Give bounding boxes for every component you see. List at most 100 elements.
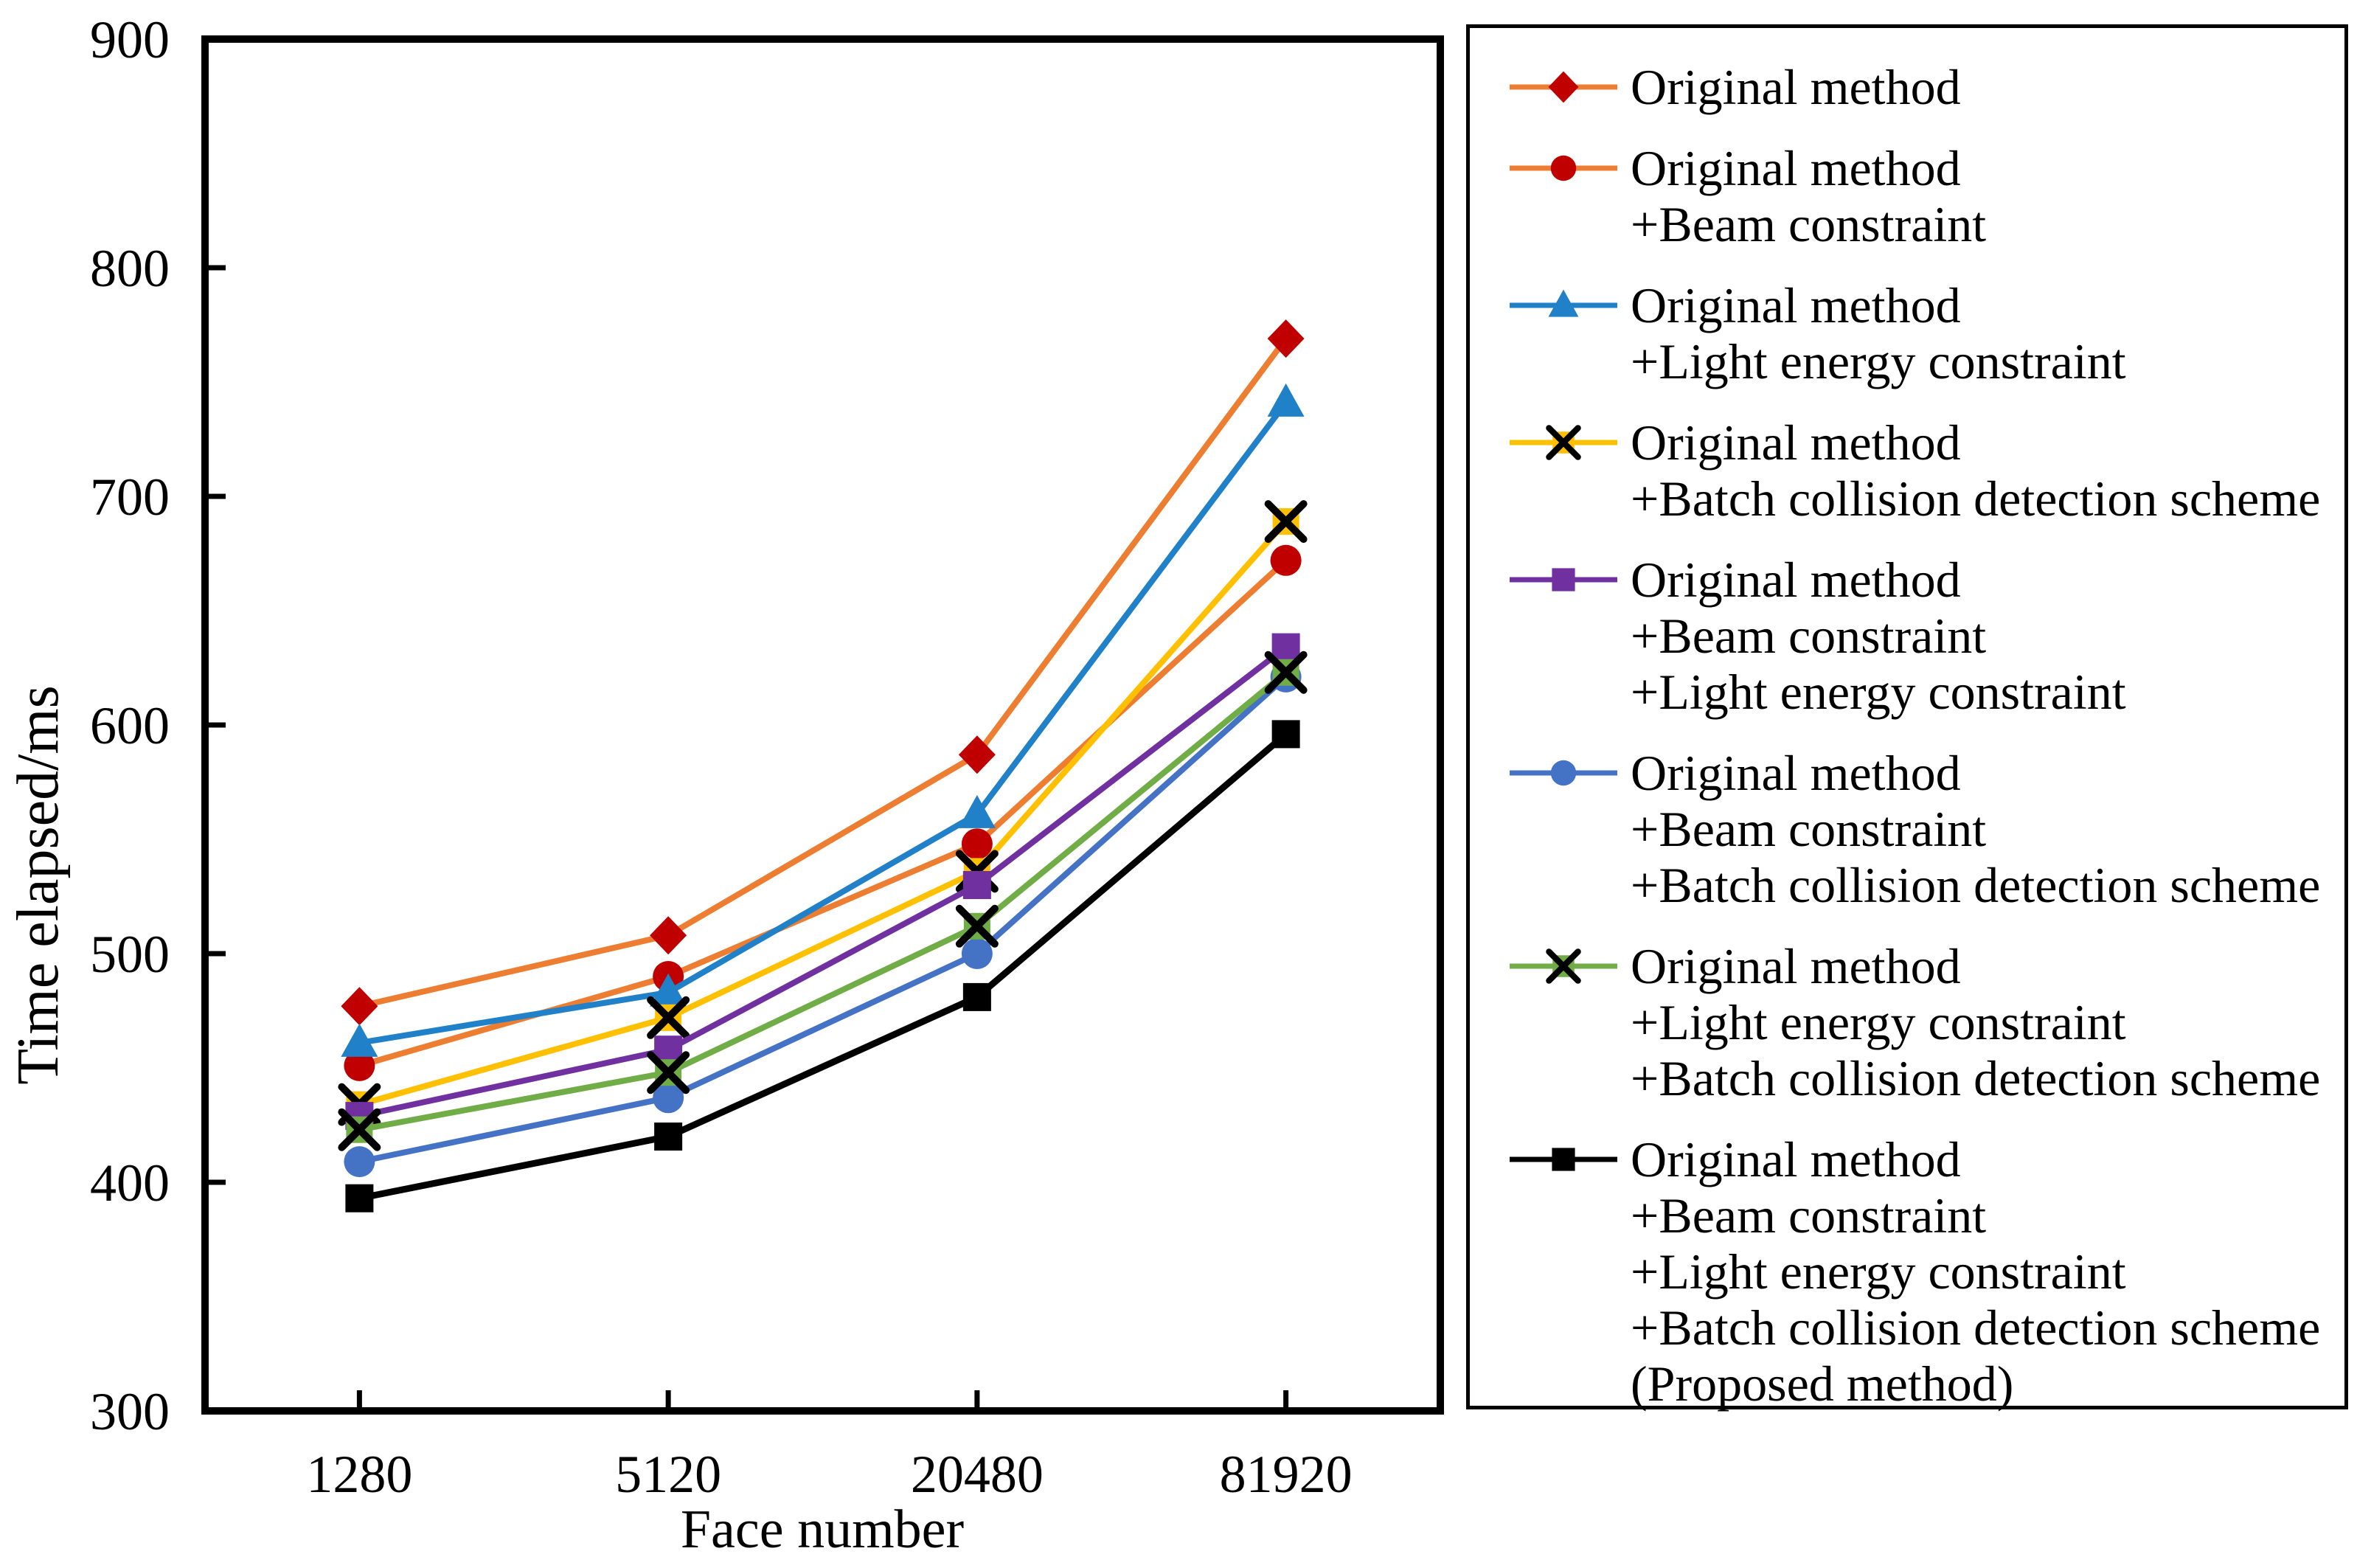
series-marker-diamond-icon: [341, 987, 378, 1026]
series-7: [345, 720, 1300, 1213]
legend-label-line: +Light energy constraint: [1631, 333, 2126, 389]
legend-swatch-icon: [1510, 71, 1617, 103]
legend-swatch-icon: [1510, 568, 1617, 592]
legend-item-1: Original method +Beam constraint: [1508, 140, 2337, 252]
series-marker-diamond-icon: [1267, 319, 1305, 358]
series-marker-circle-icon: [344, 1050, 375, 1081]
legend-label-line: Original method: [1631, 140, 1961, 196]
legend-label-line: +Batch collision detection scheme: [1631, 471, 2321, 527]
series-line: [356, 518, 1289, 1108]
legend-label-line: +Beam constraint: [1631, 1187, 1987, 1243]
y-tick-label: 300: [90, 1382, 170, 1441]
series-marker-circle-icon: [1550, 760, 1577, 786]
series-marker-diamond-icon: [1548, 71, 1579, 103]
legend-item-6: Original method +Light energy constraint +…: [1508, 938, 2337, 1106]
legend-item-3: Original method +Batch collision detectio…: [1508, 414, 2337, 527]
y-tick-label: 400: [90, 1154, 170, 1213]
legend-label-line: +Light energy constraint: [1631, 1243, 2126, 1300]
series-marker-square-icon: [345, 1184, 374, 1213]
series-marker-circle-icon: [344, 1146, 375, 1178]
series-line: [355, 730, 1290, 1202]
series-4: [345, 633, 1300, 1131]
legend-label-line: (Proposed method): [1631, 1356, 2014, 1412]
legend-item-label: Original method +Light energy constraint +…: [1631, 938, 2320, 1106]
series-0: [341, 319, 1305, 1026]
x-axis-tick-labels: 1280 5120 20480 81920: [306, 1445, 1352, 1504]
x-tick-label: 1280: [306, 1445, 412, 1504]
legend-swatch-icon: [1510, 289, 1617, 317]
series-6: [338, 651, 1308, 1151]
x-tick-label: 5120: [615, 1445, 721, 1504]
y-axis-tick-labels: 300 400 500 600 700 800 900: [90, 10, 170, 1441]
x-axis-ticks: [356, 1390, 1289, 1407]
legend-label-line: +Batch collision detection scheme: [1631, 857, 2321, 913]
legend-item-4: Original method +Beam constraint +Light en…: [1508, 552, 2337, 720]
legend-swatch-icon: [1510, 1148, 1617, 1171]
series-marker-square-icon: [654, 1123, 683, 1151]
series-marker-x-square-icon: [1546, 425, 1581, 460]
legend-label-line: +Batch collision detection scheme: [1631, 1050, 2321, 1106]
y-tick-label: 600: [90, 696, 170, 755]
series-1: [344, 544, 1302, 1081]
legend-item-7: Original method +Beam constraint +Light en…: [1508, 1131, 2337, 1412]
legend-swatch-icon: [1510, 760, 1617, 786]
series-marker-circle-icon: [961, 938, 993, 969]
series-marker-square-icon: [1271, 633, 1300, 662]
series-marker-square-icon: [962, 871, 991, 899]
y-axis-ticks: [209, 36, 226, 1414]
legend-label-line: Original method: [1631, 414, 1961, 471]
series-marker-triangle-icon: [1267, 383, 1305, 417]
y-tick-label: 500: [90, 925, 170, 984]
y-tick-label: 900: [90, 10, 170, 69]
legend-item-0: Original method: [1508, 59, 2337, 115]
y-axis-title: Time elapsed/ms: [6, 685, 71, 1084]
series-marker-triangle-icon: [650, 973, 687, 1007]
legend-label-line: Original method: [1631, 277, 1961, 333]
legend-label-line: Original method: [1631, 745, 1961, 801]
legend-label-line: +Light energy constraint: [1631, 994, 2126, 1050]
legend-swatch-icon: [1510, 425, 1617, 460]
legend-label-line: Original method: [1631, 59, 1961, 115]
series-line: [356, 399, 1289, 1046]
series-line: [356, 557, 1289, 1069]
legend-item-2: Original method +Light energy constraint: [1508, 277, 2337, 389]
series-marker-x-square-icon: [647, 996, 690, 1039]
x-axis-title: Face number: [681, 1499, 964, 1560]
x-tick-label: 81920: [1220, 1445, 1353, 1504]
legend: Original method Original method +Beam con…: [1466, 24, 2348, 1412]
legend-swatch-icon: [1510, 948, 1617, 984]
series-marker-diamond-icon: [650, 916, 687, 955]
legend-item-label: Original method +Beam constraint +Light en…: [1631, 1131, 2320, 1412]
y-tick-label: 700: [90, 468, 170, 527]
series-marker-x-square-icon: [647, 1051, 690, 1095]
legend-item-label: Original method +Beam constraint +Light en…: [1631, 552, 2126, 720]
series-marker-square-icon: [1552, 568, 1575, 592]
series-marker-triangle-icon: [341, 1023, 378, 1057]
legend-label-line: +Light energy constraint: [1631, 664, 2126, 720]
legend-label-line: +Batch collision detection scheme: [1631, 1300, 2321, 1356]
series-marker-square-icon: [1271, 720, 1300, 749]
series-line: [356, 336, 1289, 1010]
series-marker-x-square-icon: [1546, 948, 1581, 984]
legend-swatch-icon: [1510, 155, 1617, 181]
legend-item-label: Original method +Batch collision detectio…: [1631, 414, 2320, 527]
series-marker-x-square-icon: [1264, 500, 1308, 544]
series-marker-circle-icon: [1550, 155, 1577, 181]
legend-item-label: Original method +Beam constraint: [1631, 140, 1986, 252]
series-layer: [338, 319, 1308, 1213]
x-tick-label: 20480: [911, 1445, 1044, 1504]
legend-item-label: Original method: [1631, 59, 1961, 115]
legend-label-line: Original method: [1631, 552, 1961, 608]
legend-item-label: Original method +Beam constraint +Batch co…: [1631, 745, 2320, 913]
series-marker-circle-icon: [653, 1082, 684, 1114]
series-marker-x-square-icon: [955, 904, 999, 948]
series-marker-circle-icon: [1270, 544, 1302, 576]
legend-label-line: Original method: [1631, 1131, 1961, 1187]
series-marker-diamond-icon: [958, 735, 996, 774]
series-marker-square-icon: [962, 982, 991, 1011]
y-tick-label: 800: [90, 239, 170, 298]
series-marker-x-square-icon: [1264, 651, 1308, 694]
series-3: [338, 500, 1308, 1126]
legend-label-line: Original method: [1631, 938, 1961, 994]
